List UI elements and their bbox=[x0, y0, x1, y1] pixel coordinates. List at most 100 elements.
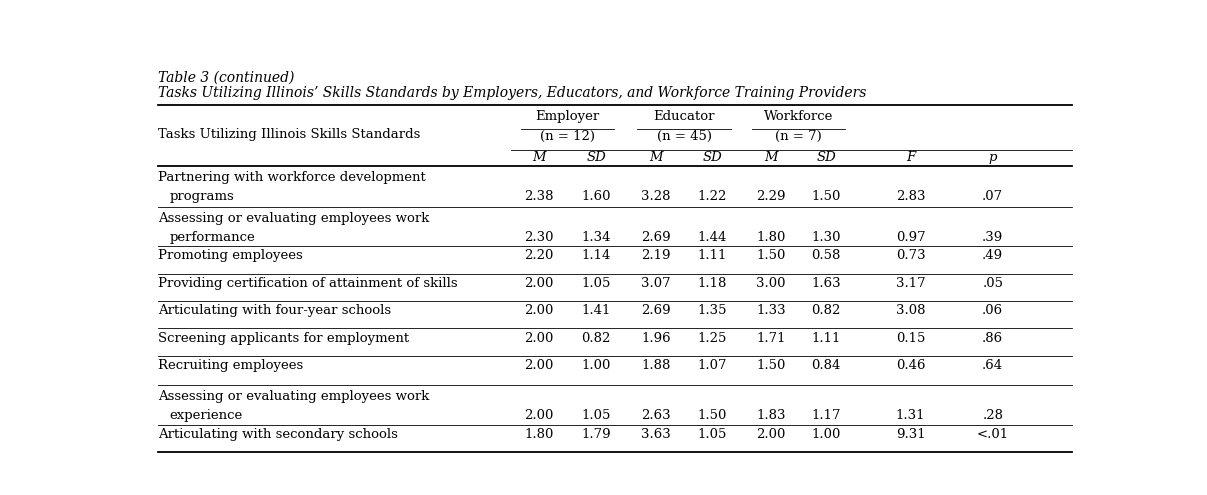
Text: 1.63: 1.63 bbox=[811, 277, 841, 290]
Text: 2.29: 2.29 bbox=[757, 190, 786, 203]
Text: 0.82: 0.82 bbox=[811, 304, 841, 317]
Text: M: M bbox=[532, 151, 546, 164]
Text: 3.17: 3.17 bbox=[896, 277, 926, 290]
Text: 2.83: 2.83 bbox=[896, 190, 926, 203]
Text: 2.69: 2.69 bbox=[641, 231, 671, 244]
Text: Tasks Utilizing Illinois’ Skills Standards by Employers, Educators, and Workforc: Tasks Utilizing Illinois’ Skills Standar… bbox=[158, 86, 867, 100]
Text: .06: .06 bbox=[982, 304, 1003, 317]
Text: Recruiting employees: Recruiting employees bbox=[158, 359, 304, 372]
Text: 2.00: 2.00 bbox=[524, 409, 554, 422]
Text: 1.07: 1.07 bbox=[698, 359, 727, 372]
Text: 2.00: 2.00 bbox=[524, 304, 554, 317]
Text: 1.05: 1.05 bbox=[698, 428, 727, 441]
Text: 1.50: 1.50 bbox=[698, 409, 727, 422]
Text: 0.84: 0.84 bbox=[811, 359, 841, 372]
Text: 0.97: 0.97 bbox=[896, 231, 926, 244]
Text: 1.00: 1.00 bbox=[811, 428, 841, 441]
Text: 2.30: 2.30 bbox=[524, 231, 554, 244]
Text: 2.63: 2.63 bbox=[641, 409, 671, 422]
Text: Promoting employees: Promoting employees bbox=[158, 249, 303, 262]
Text: 1.22: 1.22 bbox=[698, 190, 727, 203]
Text: 2.00: 2.00 bbox=[524, 332, 554, 345]
Text: M: M bbox=[764, 151, 777, 164]
Text: Educator: Educator bbox=[653, 110, 715, 123]
Text: 1.88: 1.88 bbox=[641, 359, 671, 372]
Text: 1.96: 1.96 bbox=[641, 332, 671, 345]
Text: 1.71: 1.71 bbox=[757, 332, 786, 345]
Text: 1.05: 1.05 bbox=[582, 277, 611, 290]
Text: .05: .05 bbox=[982, 277, 1003, 290]
Text: 2.00: 2.00 bbox=[524, 277, 554, 290]
Text: 1.11: 1.11 bbox=[698, 249, 727, 262]
Text: 1.44: 1.44 bbox=[698, 231, 727, 244]
Text: p: p bbox=[989, 151, 997, 164]
Text: 1.50: 1.50 bbox=[811, 190, 841, 203]
Text: Employer: Employer bbox=[536, 110, 600, 123]
Text: (n = 12): (n = 12) bbox=[540, 130, 595, 143]
Text: 1.83: 1.83 bbox=[757, 409, 786, 422]
Text: .49: .49 bbox=[982, 249, 1003, 262]
Text: <.01: <.01 bbox=[976, 428, 1009, 441]
Text: 1.00: 1.00 bbox=[582, 359, 611, 372]
Text: .07: .07 bbox=[982, 190, 1003, 203]
Text: Partnering with workforce development: Partnering with workforce development bbox=[158, 171, 426, 184]
Text: 3.63: 3.63 bbox=[641, 428, 671, 441]
Text: SD: SD bbox=[816, 151, 836, 164]
Text: SD: SD bbox=[587, 151, 606, 164]
Text: Providing certification of attainment of skills: Providing certification of attainment of… bbox=[158, 277, 457, 290]
Text: 1.34: 1.34 bbox=[582, 231, 611, 244]
Text: 2.38: 2.38 bbox=[524, 190, 554, 203]
Text: .86: .86 bbox=[982, 332, 1003, 345]
Text: (n = 7): (n = 7) bbox=[775, 130, 822, 143]
Text: Articulating with four-year schools: Articulating with four-year schools bbox=[158, 304, 391, 317]
Text: 1.11: 1.11 bbox=[811, 332, 841, 345]
Text: 1.80: 1.80 bbox=[757, 231, 786, 244]
Text: 1.14: 1.14 bbox=[582, 249, 611, 262]
Text: 1.80: 1.80 bbox=[524, 428, 554, 441]
Text: performance: performance bbox=[169, 231, 256, 244]
Text: 2.20: 2.20 bbox=[524, 249, 554, 262]
Text: 0.73: 0.73 bbox=[896, 249, 926, 262]
Text: 9.31: 9.31 bbox=[896, 428, 926, 441]
Text: Assessing or evaluating employees work: Assessing or evaluating employees work bbox=[158, 212, 430, 225]
Text: (n = 45): (n = 45) bbox=[657, 130, 712, 143]
Text: .39: .39 bbox=[982, 231, 1003, 244]
Text: Tasks Utilizing Illinois Skills Standards: Tasks Utilizing Illinois Skills Standard… bbox=[158, 128, 421, 141]
Text: 2.19: 2.19 bbox=[641, 249, 671, 262]
Text: Screening applicants for employment: Screening applicants for employment bbox=[158, 332, 409, 345]
Text: M: M bbox=[649, 151, 663, 164]
Text: SD: SD bbox=[702, 151, 722, 164]
Text: 0.58: 0.58 bbox=[811, 249, 841, 262]
Text: 1.30: 1.30 bbox=[811, 231, 841, 244]
Text: 1.60: 1.60 bbox=[582, 190, 611, 203]
Text: 1.35: 1.35 bbox=[698, 304, 727, 317]
Text: .64: .64 bbox=[982, 359, 1003, 372]
Text: 1.50: 1.50 bbox=[757, 359, 786, 372]
Text: 3.00: 3.00 bbox=[757, 277, 786, 290]
Text: 3.28: 3.28 bbox=[641, 190, 671, 203]
Text: Articulating with secondary schools: Articulating with secondary schools bbox=[158, 428, 398, 441]
Text: 0.46: 0.46 bbox=[896, 359, 926, 372]
Text: experience: experience bbox=[169, 409, 243, 422]
Text: 1.31: 1.31 bbox=[896, 409, 926, 422]
Text: 1.25: 1.25 bbox=[698, 332, 727, 345]
Text: 1.18: 1.18 bbox=[698, 277, 727, 290]
Text: 1.41: 1.41 bbox=[582, 304, 611, 317]
Text: .28: .28 bbox=[982, 409, 1003, 422]
Text: 1.33: 1.33 bbox=[757, 304, 786, 317]
Text: 0.15: 0.15 bbox=[896, 332, 925, 345]
Text: Table 3 (continued): Table 3 (continued) bbox=[158, 71, 295, 85]
Text: programs: programs bbox=[169, 190, 234, 203]
Text: 2.69: 2.69 bbox=[641, 304, 671, 317]
Text: 0.82: 0.82 bbox=[582, 332, 611, 345]
Text: 2.00: 2.00 bbox=[524, 359, 554, 372]
Text: F: F bbox=[905, 151, 915, 164]
Text: 3.08: 3.08 bbox=[896, 304, 926, 317]
Text: 3.07: 3.07 bbox=[641, 277, 671, 290]
Text: 1.17: 1.17 bbox=[811, 409, 841, 422]
Text: 2.00: 2.00 bbox=[757, 428, 786, 441]
Text: Assessing or evaluating employees work: Assessing or evaluating employees work bbox=[158, 390, 430, 403]
Text: 1.50: 1.50 bbox=[757, 249, 786, 262]
Text: Workforce: Workforce bbox=[764, 110, 833, 123]
Text: 1.79: 1.79 bbox=[582, 428, 611, 441]
